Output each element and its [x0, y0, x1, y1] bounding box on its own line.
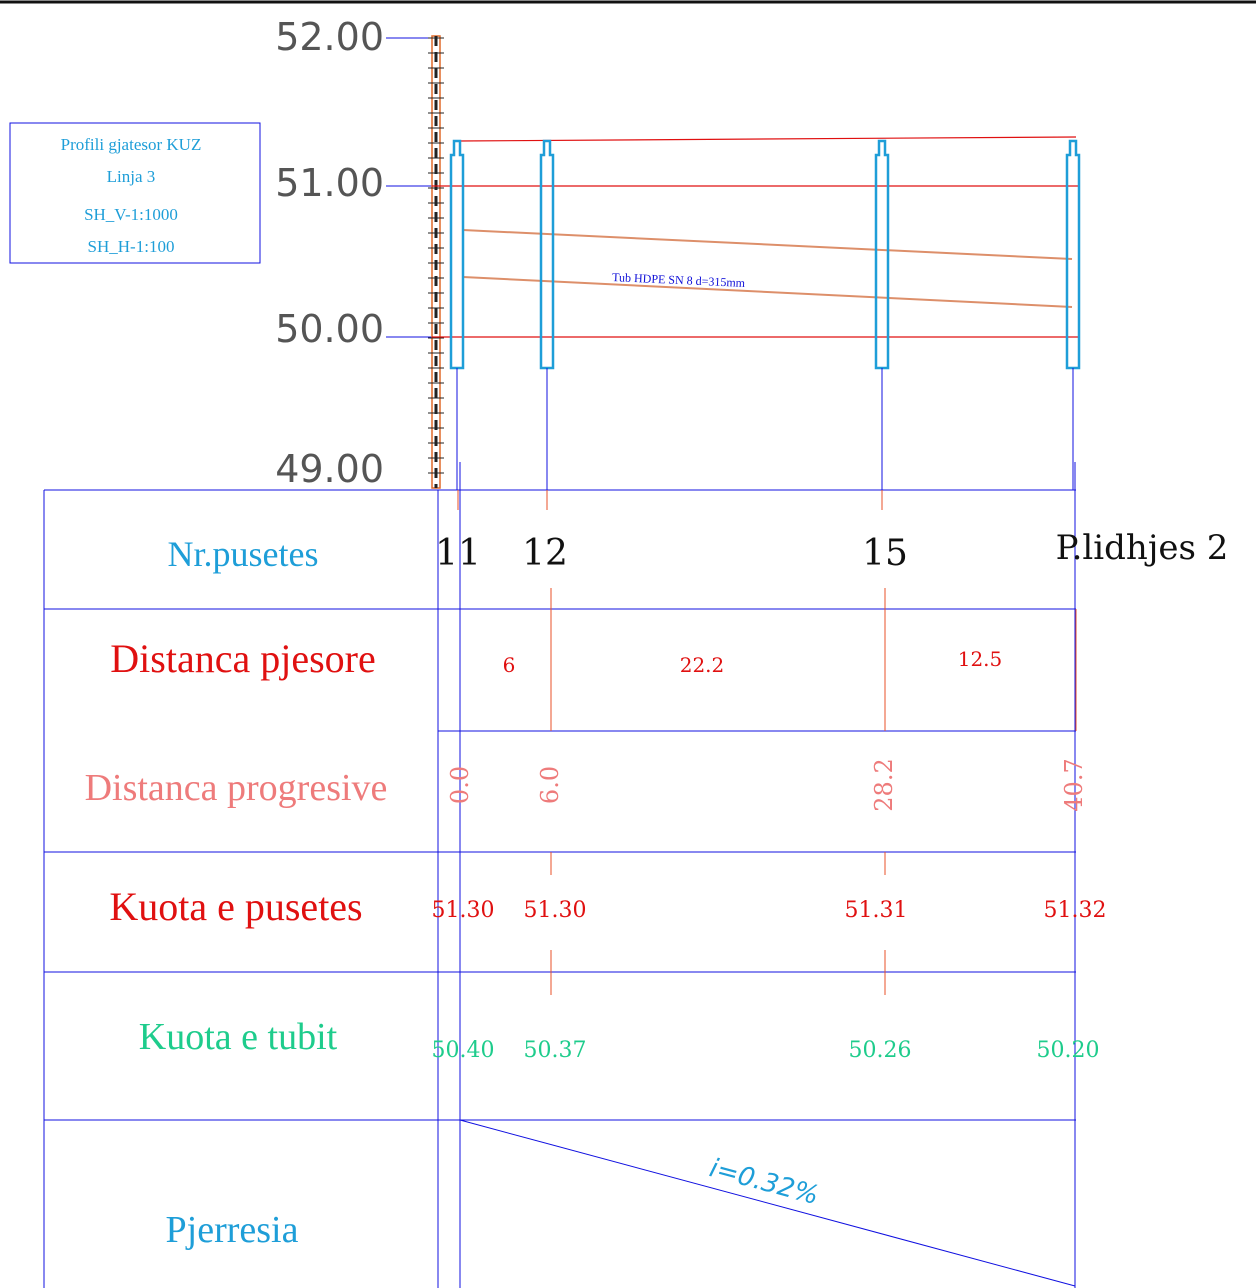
pipe-elev-1: 50.40 — [432, 1038, 495, 1063]
progressive-distance-1: 0.0 — [446, 766, 474, 804]
elev-label-49: 49.00 — [275, 447, 384, 491]
partial-distance-2: 22.2 — [680, 653, 725, 677]
manhole-elev-3: 51.31 — [845, 898, 908, 923]
row-label-distanca-pjesore: Distanca pjesore — [110, 636, 375, 681]
manhole-number-end: P.lidhjes 2 — [1056, 528, 1229, 568]
row-label-kuota-tubit: Kuota e tubit — [139, 1016, 338, 1058]
pipe-elev-2: 50.37 — [524, 1038, 587, 1063]
row-label-nr-pusetes: Nr.pusetes — [168, 534, 319, 574]
manhole-elev-1: 51.30 — [432, 898, 495, 923]
manhole-number-15: 15 — [862, 533, 908, 574]
elev-label-50: 50.00 — [275, 307, 384, 351]
title-line-2: Linja 3 — [107, 167, 156, 186]
pipe-elev-4: 50.20 — [1037, 1038, 1100, 1063]
title-box — [9, 122, 261, 264]
manhole-number-11: 11 — [435, 533, 481, 574]
profile-table — [43, 462, 1076, 1288]
pipe-bottom-line — [462, 276, 1073, 308]
manhole-15 — [874, 139, 890, 370]
pipe-top-line — [462, 229, 1073, 260]
table-red-ticks — [457, 490, 1077, 995]
partial-distance-3: 12.5 — [958, 647, 1003, 671]
manhole-12 — [539, 139, 555, 370]
manhole-end — [1065, 139, 1081, 370]
pipe-elev-3: 50.26 — [849, 1038, 912, 1063]
partial-distance-1: 6 — [503, 653, 516, 677]
elev-label-51: 51.00 — [275, 161, 384, 205]
top-line — [457, 136, 1077, 142]
manhole-elev-2: 51.30 — [524, 898, 587, 923]
elevation-scale-bar — [428, 35, 444, 489]
pipe-label: Tub HDPE SN 8 d=315mm — [612, 270, 746, 290]
progressive-distance-3: 28.2 — [870, 758, 898, 811]
title-line-3: SH_V-1:1000 — [84, 205, 178, 224]
slope-line — [459, 1119, 1076, 1287]
progressive-distance-2: 6.0 — [536, 766, 564, 804]
progressive-distance-4: 40.7 — [1060, 758, 1088, 811]
elev-label-52: 52.00 — [275, 15, 384, 59]
manhole-11 — [449, 139, 465, 370]
title-line-4: SH_H-1:100 — [88, 237, 175, 256]
manhole-number-12: 12 — [522, 533, 568, 574]
title-line-1: Profili gjatesor KUZ — [61, 135, 202, 154]
manhole-elev-4: 51.32 — [1044, 898, 1107, 923]
row-label-pjerresia: Pjerresia — [166, 1209, 299, 1251]
row-label-kuota-pusetes: Kuota e pusetes — [109, 884, 362, 929]
row-label-distanca-progresive: Distanca progresive — [85, 767, 388, 809]
